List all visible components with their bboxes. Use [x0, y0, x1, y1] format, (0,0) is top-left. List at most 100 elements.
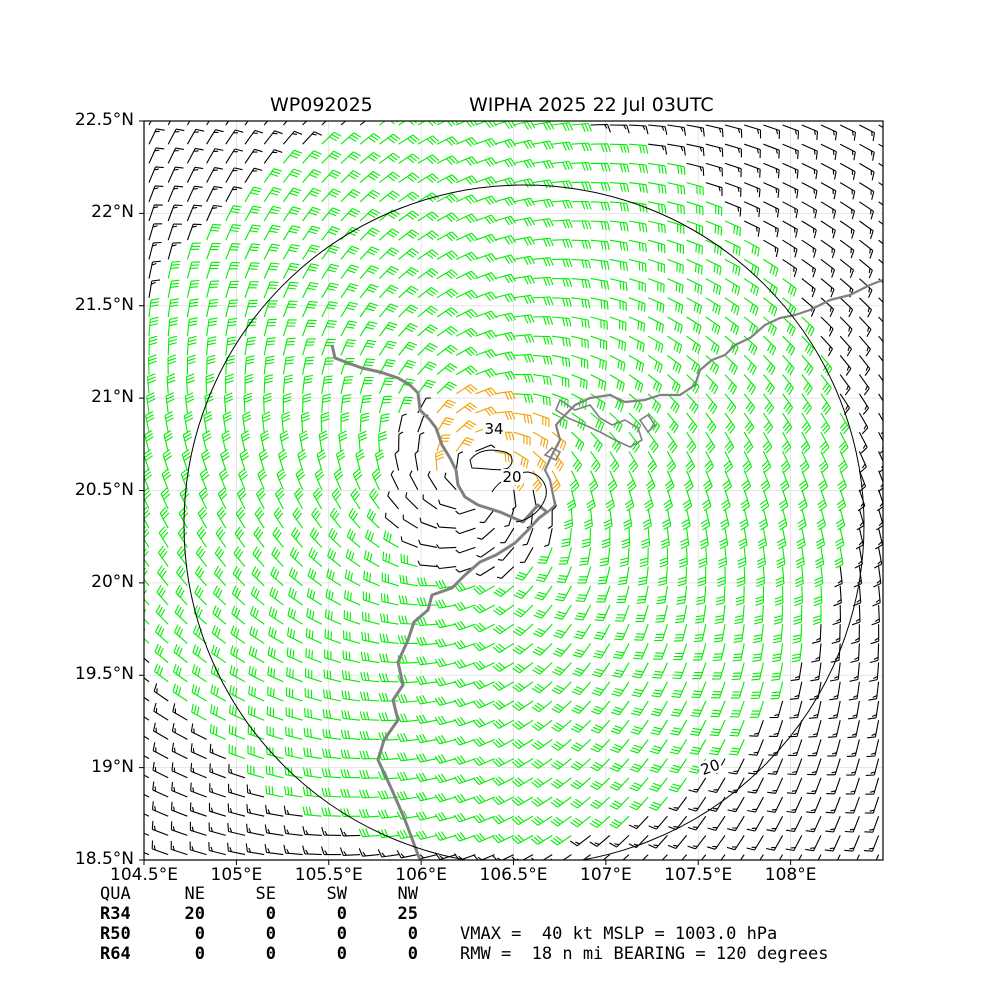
wind-barb [340, 749, 361, 760]
wind-barb [361, 611, 380, 625]
wind-barb [839, 239, 855, 259]
wind-barb [225, 224, 242, 241]
wind-barb [749, 720, 764, 737]
wind-barb [594, 604, 611, 622]
wind-barb [238, 468, 248, 491]
wind-barb [609, 834, 630, 848]
wind-barb [801, 162, 818, 180]
wind-barb [297, 449, 307, 471]
wind-barb [874, 547, 883, 569]
wind-barb [723, 451, 734, 473]
wind-barb [244, 186, 262, 203]
wind-barb [552, 335, 572, 347]
wind-barb [710, 700, 726, 718]
wind-barb [379, 247, 400, 260]
wind-barb [570, 796, 591, 809]
wind-barb [213, 565, 227, 587]
wind-barb [435, 564, 457, 570]
wind-barb [590, 258, 610, 270]
wind-barb [415, 695, 438, 705]
wind-barb [714, 604, 726, 625]
wind-barb [837, 470, 847, 493]
wind-barb [571, 122, 593, 133]
wind-barb [417, 135, 440, 146]
wind-barb [355, 449, 365, 471]
wind-barb [583, 508, 593, 530]
wind-barb [846, 739, 860, 757]
wind-barb [801, 393, 812, 415]
radii-header-se: SE [255, 884, 276, 904]
wind-barb [379, 633, 399, 644]
wind-barb [453, 774, 476, 785]
wind-barb [717, 547, 728, 569]
wind-barb [780, 451, 791, 473]
wind-barb [724, 316, 740, 336]
wind-barb [419, 517, 438, 529]
wind-barb [590, 354, 607, 371]
wind-barb [778, 489, 789, 512]
wind-barb [676, 585, 688, 605]
wind-barb [359, 302, 379, 318]
wind-barb [144, 506, 151, 529]
wind-barb [683, 470, 694, 493]
wind-barb [511, 834, 534, 845]
wind-barb [164, 411, 174, 433]
wind-barb [455, 308, 478, 319]
wind-barb [648, 258, 665, 274]
wind-barb [805, 835, 822, 852]
wind-barb [455, 527, 476, 535]
wind-barb [154, 663, 169, 683]
wind-barb [724, 143, 742, 158]
wind-barb [512, 662, 534, 674]
wind-barb [763, 182, 780, 198]
wind-barb [342, 650, 361, 664]
wind-barb [492, 700, 515, 710]
wind-barb [418, 539, 438, 548]
wind-barb [436, 212, 459, 223]
rmw-bearing-text: RMW = 18 n mi BEARING = 120 degrees [460, 944, 829, 964]
wind-barb [820, 393, 831, 415]
wind-barb [225, 129, 244, 145]
wind-barb [817, 489, 827, 512]
wind-barb [571, 239, 592, 249]
wind-barb [705, 393, 718, 415]
wind-barb [379, 171, 401, 184]
wind-barb [513, 139, 536, 150]
wind-barb [492, 738, 515, 748]
wind-barb [511, 796, 534, 806]
wind-barb [537, 547, 553, 564]
wind-barb [396, 810, 418, 820]
wind-barb [302, 169, 322, 183]
wind-barb [492, 623, 515, 635]
wind-barb [263, 224, 281, 241]
wind-barb [513, 158, 536, 169]
lon-tick-label: 107.5°E [664, 865, 733, 885]
wind-barb [359, 265, 380, 279]
wind-barb [858, 451, 867, 473]
wind-barb [647, 374, 663, 394]
wind-barb [415, 830, 438, 840]
wind-barb [819, 431, 830, 454]
wind-barb [776, 547, 786, 569]
wind-barb [455, 437, 475, 452]
wind-barb [378, 377, 395, 395]
wind-barb [818, 470, 828, 493]
wind-barb [705, 182, 723, 197]
wind-barb [306, 587, 323, 606]
wind-barb [765, 835, 784, 851]
wind-barb [176, 545, 188, 567]
wind-barb [369, 488, 380, 510]
wind-barb [171, 742, 188, 760]
wind-barb [782, 258, 798, 278]
wind-barb [759, 489, 770, 512]
wind-barb [284, 786, 303, 798]
wind-barb [245, 843, 265, 856]
wind-barb [588, 470, 599, 493]
wind-barb [571, 161, 592, 171]
wind-barb [648, 124, 668, 136]
wind-barb [148, 335, 158, 356]
wind-barb [417, 211, 439, 222]
wind-barb [571, 278, 591, 289]
wind-barb [282, 337, 296, 356]
wind-barb [244, 262, 260, 279]
